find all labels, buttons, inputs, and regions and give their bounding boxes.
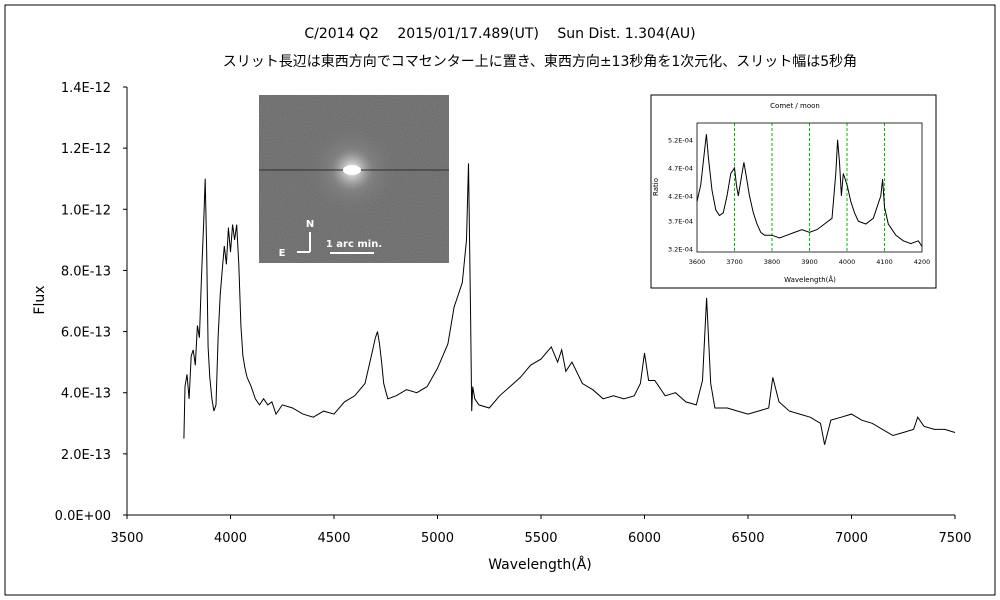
main-plot: 0.0E+00 2.0E-13 4.0E-13 6.0E-13 8.0E-13 1.0E-… [32,81,972,573]
y-tick-label: 1.0E-12 [61,203,111,218]
ratio-series-line [696,134,923,247]
inset-x-tick-labels: 3600 3700 3800 3900 4000 4100 4200 [689,258,931,266]
scale-label: 1 arc min. [326,239,382,250]
comet-image-inset: N E 1 arc min. [259,95,449,263]
chart-subtitle: スリット長辺は東西方向でコマセンター上に置き、東西方向±13秒角を1次元化、スリ… [223,54,857,70]
inset-y-tick-labels: 3.2E-04 3.7E-04 4.2E-04 4.7E-04 5.2E-04 [668,136,693,253]
compass-arrows [297,232,311,253]
inset-y-tick-label: 3.2E-04 [668,246,693,254]
x-tick-label: 6000 [628,531,661,546]
y-tick-label: 1.4E-12 [61,81,111,96]
tick-marks [123,86,956,519]
inset-x-tick-label: 3900 [801,258,818,266]
x-tick-label: 7000 [835,531,868,546]
y-tick-label: 6.0E-13 [61,326,111,341]
inset-y-tick-label: 4.7E-04 [668,164,693,172]
x-tick-label: 5500 [524,531,557,546]
x-tick-label: 3500 [110,531,143,546]
y-tick-label: 0.0E+00 [55,509,111,524]
inset-y-tick-label: 4.2E-04 [668,192,693,200]
x-tick-label: 4000 [214,531,247,546]
x-tick-label: 7500 [938,531,971,546]
y-tick-label: 8.0E-13 [61,264,111,279]
inset-plot-area [696,122,923,253]
y-tick-label: 4.0E-13 [61,387,111,402]
inset-title: Comet / moon [770,102,820,110]
y-tick-label: 1.2E-12 [61,142,111,157]
x-tick-label: 5000 [421,531,454,546]
inset-y-axis-label: Ratio [652,178,660,196]
inset-x-tick-label: 4200 [914,258,931,266]
y-axis-label: Flux [32,285,48,314]
x-tick-label: 4500 [317,531,350,546]
figure-frame [4,4,996,596]
x-tick-label: 6500 [731,531,764,546]
north-label: N [306,219,314,230]
inset-x-tick-label: 3800 [764,258,781,266]
inset-x-tick-label: 3600 [689,258,706,266]
x-axis-label: Wavelength(Å) [488,556,592,573]
flux-series-line [183,163,956,445]
inset-y-tick-label: 3.7E-04 [668,218,693,226]
inset-frame [650,94,937,289]
east-label: E [279,248,286,259]
comet-nucleus [343,165,361,175]
ratio-inset-chart: Comet / moon 3.2E-04 3.7E-04 4.2E-04 4.7E-0… [650,94,937,289]
chart-title: C/2014 Q2 2015/01/17.489(UT) Sun Dist. 1… [304,26,695,42]
inset-y-tick-label: 5.2E-04 [668,136,693,144]
y-tick-labels: 0.0E+00 2.0E-13 4.0E-13 6.0E-13 8.0E-13 1.0E-… [55,81,111,524]
inset-x-tick-label: 3700 [726,258,743,266]
inset-reference-lines [734,123,885,252]
inset-x-tick-label: 4100 [876,258,893,266]
inset-x-tick-label: 4000 [839,258,856,266]
x-tick-labels: 3500 4000 4500 5000 5500 6000 6500 7000 7500 [110,531,971,546]
y-tick-label: 2.0E-13 [61,448,111,463]
inset-x-axis-label: Wavelength(Å) [784,275,836,284]
